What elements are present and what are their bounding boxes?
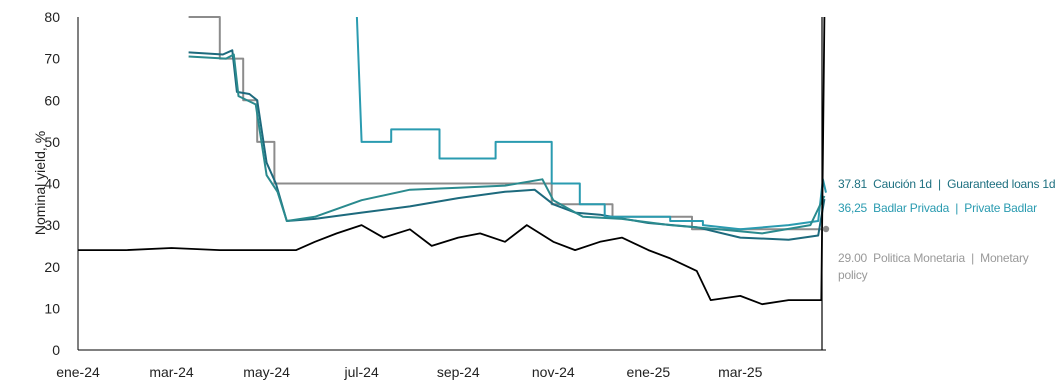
y-tick-label: 0 xyxy=(52,342,60,358)
series-line-0 xyxy=(188,16,826,231)
annotation-badlar-label: Badlar Privada xyxy=(873,201,949,215)
annotation-badlar: 36,25 Badlar Privada | Private Badlar xyxy=(838,201,1037,215)
annotation-caucion-value: 37.81 xyxy=(838,177,868,191)
x-tick-label: ene-24 xyxy=(56,364,100,380)
annotation-caucion-separator: | xyxy=(938,177,941,191)
annotation-policy-label: Politica Monetaria xyxy=(873,251,965,265)
x-tick-label: mar-24 xyxy=(149,364,194,380)
annotation-badlar-value: 36,25 xyxy=(838,201,868,215)
annotation-policy-label-en-2: policy xyxy=(838,268,868,282)
x-tick-label: jul-24 xyxy=(343,364,378,380)
series-line-2 xyxy=(355,16,827,231)
y-axis-label: Nominal yield, % xyxy=(32,131,48,235)
annotation-policy-label-en: Monetary xyxy=(980,251,1029,265)
series-line-4 xyxy=(78,16,826,306)
series-layer xyxy=(78,16,827,306)
y-tick-label: 10 xyxy=(44,300,60,316)
series-line-3 xyxy=(188,53,826,235)
y-tick-label: 40 xyxy=(44,176,60,192)
x-tick-label: nov-24 xyxy=(532,364,575,380)
x-tick-label: ene-25 xyxy=(627,364,671,380)
x-tick-label: may-24 xyxy=(243,364,290,380)
annotation-caucion-label: Caución 1d xyxy=(873,177,932,191)
y-tick-label: 60 xyxy=(44,92,60,108)
annotation-caucion: 37.81 Caución 1d | Guaranteed loans 1d xyxy=(838,177,1055,191)
y-tick-label: 70 xyxy=(44,51,60,67)
x-tick-label: mar-25 xyxy=(718,364,763,380)
annotation-policy-separator: | xyxy=(971,251,974,265)
y-tick-label: 30 xyxy=(44,217,60,233)
annotation-policy-value: 29.00 xyxy=(838,251,868,265)
y-tick-labels: 0 10 20 30 40 50 60 70 80 xyxy=(44,9,60,358)
annotation-caucion-label-en: Guaranteed loans 1d xyxy=(947,177,1055,191)
annotation-policy: 29.00 Politica Monetaria | Monetary xyxy=(838,251,1029,265)
x-tick-labels: ene-24 mar-24 may-24 jul-24 sep-24 nov-24 ene-… xyxy=(56,364,762,380)
y-tick-label: 20 xyxy=(44,259,60,275)
x-tick-label: sep-24 xyxy=(437,364,480,380)
annotation-badlar-separator: | xyxy=(955,201,958,215)
annotation-badlar-label-en: Private Badlar xyxy=(964,201,1037,215)
monetary-policy-end-dot xyxy=(822,225,830,233)
y-tick-label: 50 xyxy=(44,134,60,150)
y-tick-label: 80 xyxy=(44,9,60,25)
